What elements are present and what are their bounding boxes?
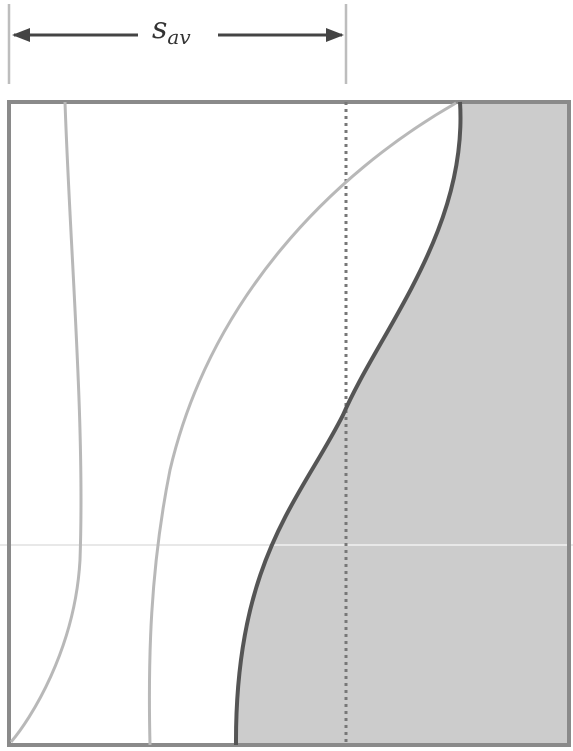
thin-curve-middle [147, 101, 457, 746]
shaded-region [235, 102, 569, 745]
thin-curve-left [9, 101, 83, 743]
dimension-subscript: av [167, 25, 191, 49]
arrowhead-left-icon [12, 28, 30, 42]
arrowhead-right-icon [326, 28, 344, 42]
dimension-symbol: s [152, 11, 168, 46]
thick-curve [233, 101, 463, 746]
dimension-label: sav [152, 11, 191, 49]
frame-box [7, 100, 571, 747]
